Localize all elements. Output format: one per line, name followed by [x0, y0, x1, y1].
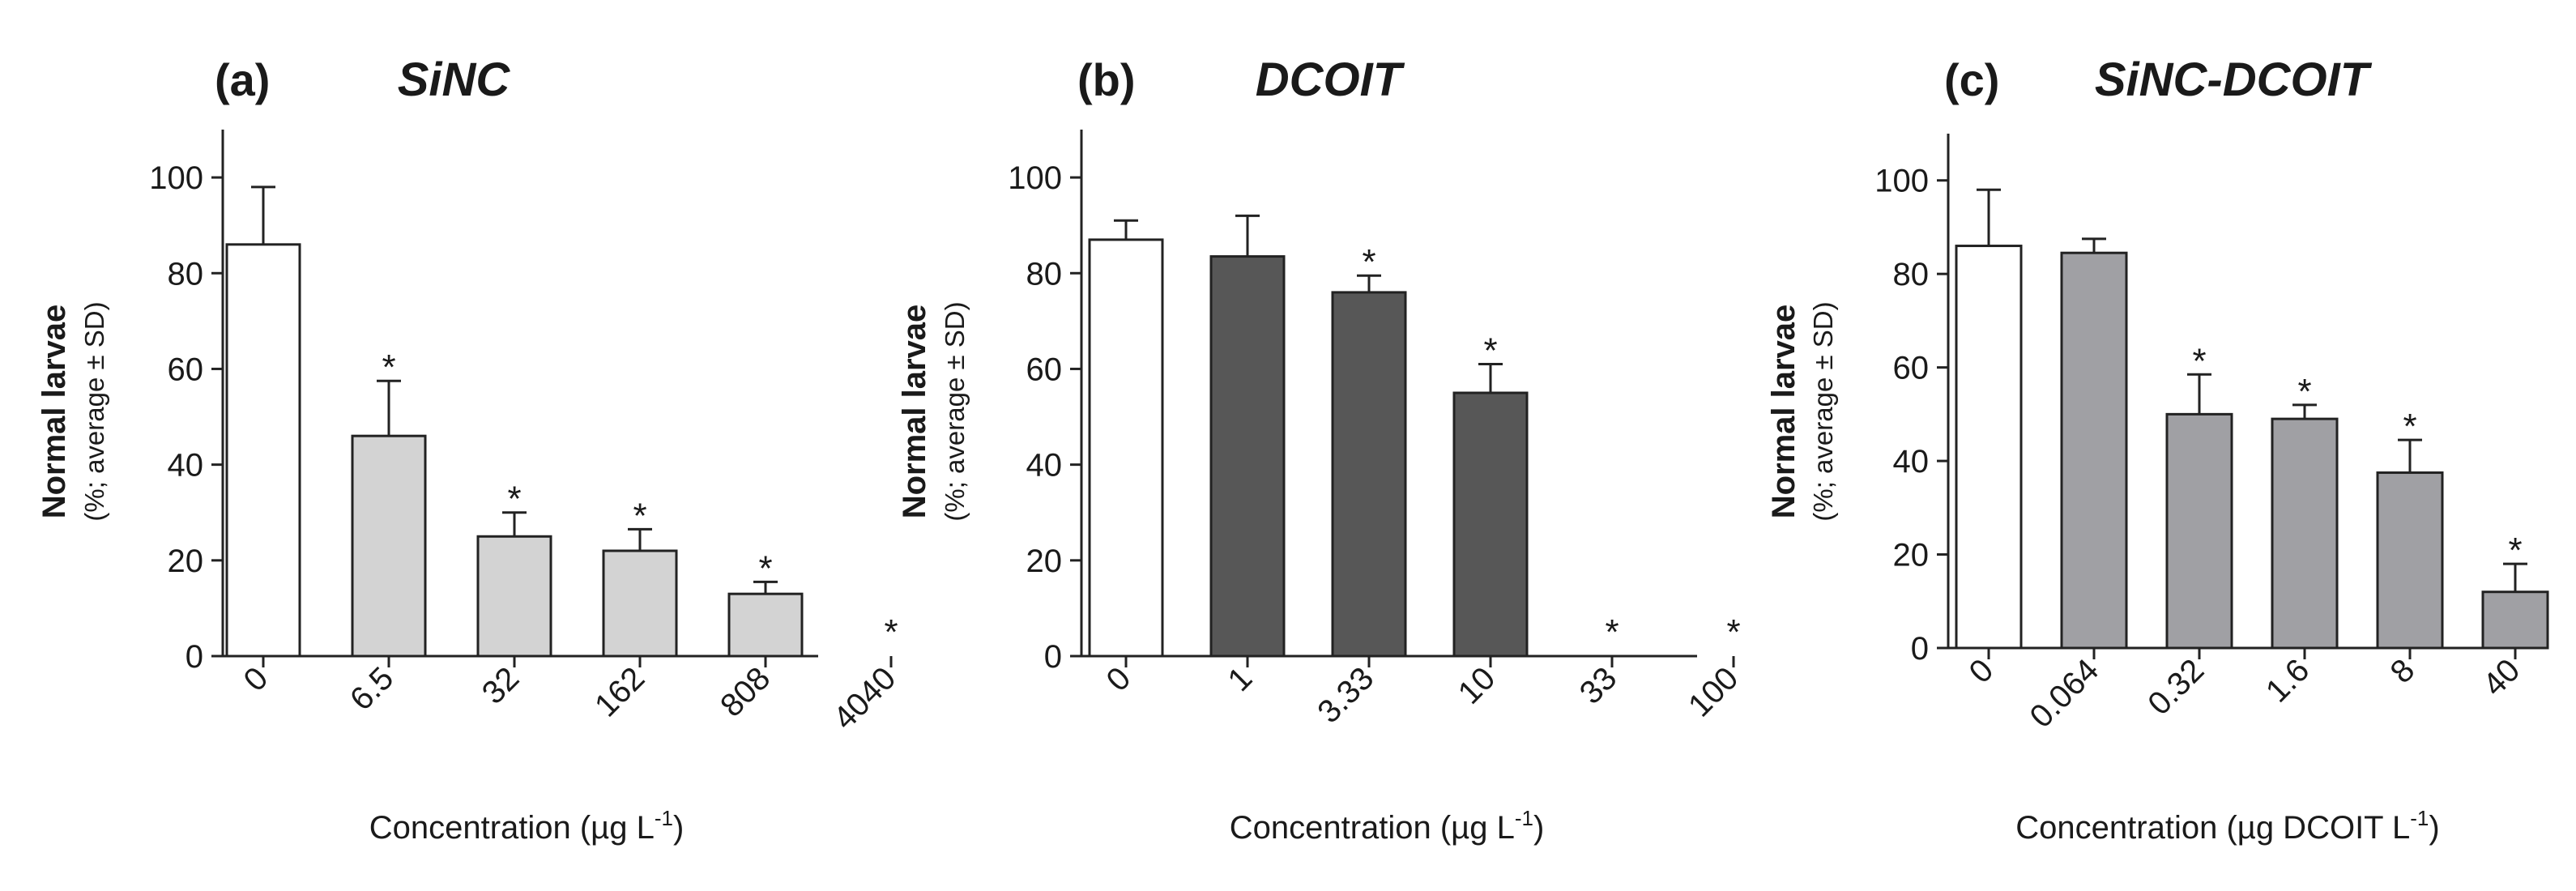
- panel-letter: (c): [1944, 54, 1999, 105]
- bar: [1452, 391, 1529, 658]
- significance-star: *: [884, 612, 898, 652]
- bar: [1331, 291, 1407, 658]
- significance-star: *: [633, 496, 646, 535]
- y-tick-label: 40: [1893, 444, 1930, 480]
- bar: [2481, 590, 2549, 650]
- significance-star: *: [2403, 407, 2416, 446]
- y-axis-sublabel: (%; average ± SD): [1808, 301, 1838, 521]
- category-label: 0: [237, 660, 275, 698]
- y-tick-label: 60: [168, 352, 204, 387]
- category-label: 8: [2384, 652, 2422, 690]
- x-axis-label-sup: -1: [2410, 806, 2429, 830]
- panel-a: (a) SiNC 0 20 40 60 80 100 0 * 6.5 * 32 * 162 * 808 * 4040…: [36, 53, 902, 846]
- panel-c: (c) SiNC-DCOIT 0 20 40 60 80 100 0 0.064 * 0.32 * 1.6…: [1766, 53, 2576, 846]
- significance-star: *: [1726, 612, 1740, 652]
- category-label: 32: [476, 660, 527, 711]
- x-axis-label-end: ): [1533, 810, 1544, 846]
- x-axis-label-text: Concentration (µg L: [1230, 810, 1515, 846]
- x-axis-label: Concentration (µg DCOIT L-1): [2015, 806, 2439, 846]
- panel-title: SiNC-DCOIT: [2095, 53, 2373, 106]
- y-tick-label: 100: [1008, 160, 1062, 196]
- y-axis-label: Normal larvae: [36, 305, 72, 519]
- category-label: 3.33: [1311, 660, 1380, 730]
- x-axis-label: Concentration (µg L-1): [1230, 806, 1545, 846]
- y-tick-label: 20: [1893, 538, 1930, 573]
- y-tick-label: 80: [168, 256, 204, 292]
- panel-letter: (b): [1077, 54, 1136, 105]
- y-tick-label: 40: [168, 448, 204, 484]
- y-tick-label: 40: [1026, 448, 1063, 484]
- bar: [2060, 251, 2128, 650]
- category-label: 4040: [826, 660, 902, 736]
- x-axis-label-text: Concentration (µg DCOIT L: [2015, 810, 2410, 846]
- bar: [1209, 255, 1286, 658]
- significance-star: *: [2508, 531, 2522, 570]
- y-tick-label: 0: [1911, 631, 1929, 667]
- y-tick-label: 0: [186, 639, 203, 675]
- y-tick-label: 60: [1026, 352, 1063, 387]
- bar: [1955, 245, 2023, 650]
- significance-star: *: [1483, 331, 1497, 371]
- y-tick-label: 20: [168, 544, 204, 579]
- bar: [1088, 238, 1164, 658]
- panel-title: SiNC: [398, 53, 511, 106]
- bar: [351, 434, 427, 658]
- category-label: 200: [2569, 652, 2576, 715]
- x-axis-label-sup: -1: [1515, 806, 1533, 830]
- category-label: 6.5: [343, 660, 400, 717]
- category-label: 808: [714, 660, 777, 723]
- y-tick-label: 80: [1026, 256, 1063, 292]
- category-label: 0: [1963, 652, 2001, 690]
- panel-b: (b) DCOIT 0 20 40 60 80 100 0 1 * 3.33 * 10 * 33 * 100 Nor…: [897, 53, 1745, 846]
- x-axis-label-sup: -1: [655, 806, 673, 830]
- significance-star: *: [507, 480, 521, 519]
- x-axis-label: Concentration (µg L-1): [369, 806, 685, 846]
- y-axis-label: Normal larvae: [1766, 305, 1802, 519]
- category-label: 100: [1682, 660, 1745, 723]
- category-label: 162: [588, 660, 651, 723]
- category-label: 0.064: [2023, 652, 2105, 735]
- bar: [2165, 412, 2233, 650]
- category-label: 40: [2476, 652, 2527, 703]
- significance-star: *: [758, 548, 772, 588]
- category-label: 33: [1573, 660, 1624, 711]
- panel-title: DCOIT: [1256, 53, 1405, 106]
- significance-star: *: [382, 347, 395, 387]
- y-tick-label: 0: [1044, 639, 1062, 675]
- y-tick-label: 100: [1874, 164, 1929, 199]
- category-label: 1.6: [2259, 652, 2316, 709]
- category-label: 10: [1452, 660, 1503, 711]
- significance-star: *: [1605, 612, 1619, 652]
- y-axis-label: Normal larvae: [897, 305, 932, 519]
- significance-star: *: [1362, 242, 1375, 282]
- category-label: 1: [1222, 660, 1260, 698]
- bar: [602, 549, 678, 658]
- bar: [2271, 417, 2339, 650]
- y-tick-label: 100: [149, 160, 203, 196]
- bar: [727, 592, 804, 658]
- category-label: 0: [1100, 660, 1138, 698]
- y-axis-sublabel: (%; average ± SD): [79, 301, 109, 521]
- y-tick-label: 60: [1893, 351, 1930, 386]
- significance-star: *: [2192, 341, 2206, 381]
- bar: [225, 243, 301, 658]
- y-tick-label: 20: [1026, 544, 1063, 579]
- y-tick-label: 80: [1893, 257, 1930, 292]
- category-label: 0.32: [2141, 652, 2211, 722]
- significance-star: *: [2297, 372, 2311, 411]
- panel-letter: (a): [215, 54, 270, 105]
- bar: [476, 535, 552, 658]
- x-axis-label-end: ): [2429, 810, 2439, 846]
- bar: [2376, 471, 2444, 650]
- y-axis-sublabel: (%; average ± SD): [940, 301, 970, 521]
- x-axis-label-text: Concentration (µg L: [369, 810, 655, 846]
- x-axis-label-end: ): [673, 810, 684, 846]
